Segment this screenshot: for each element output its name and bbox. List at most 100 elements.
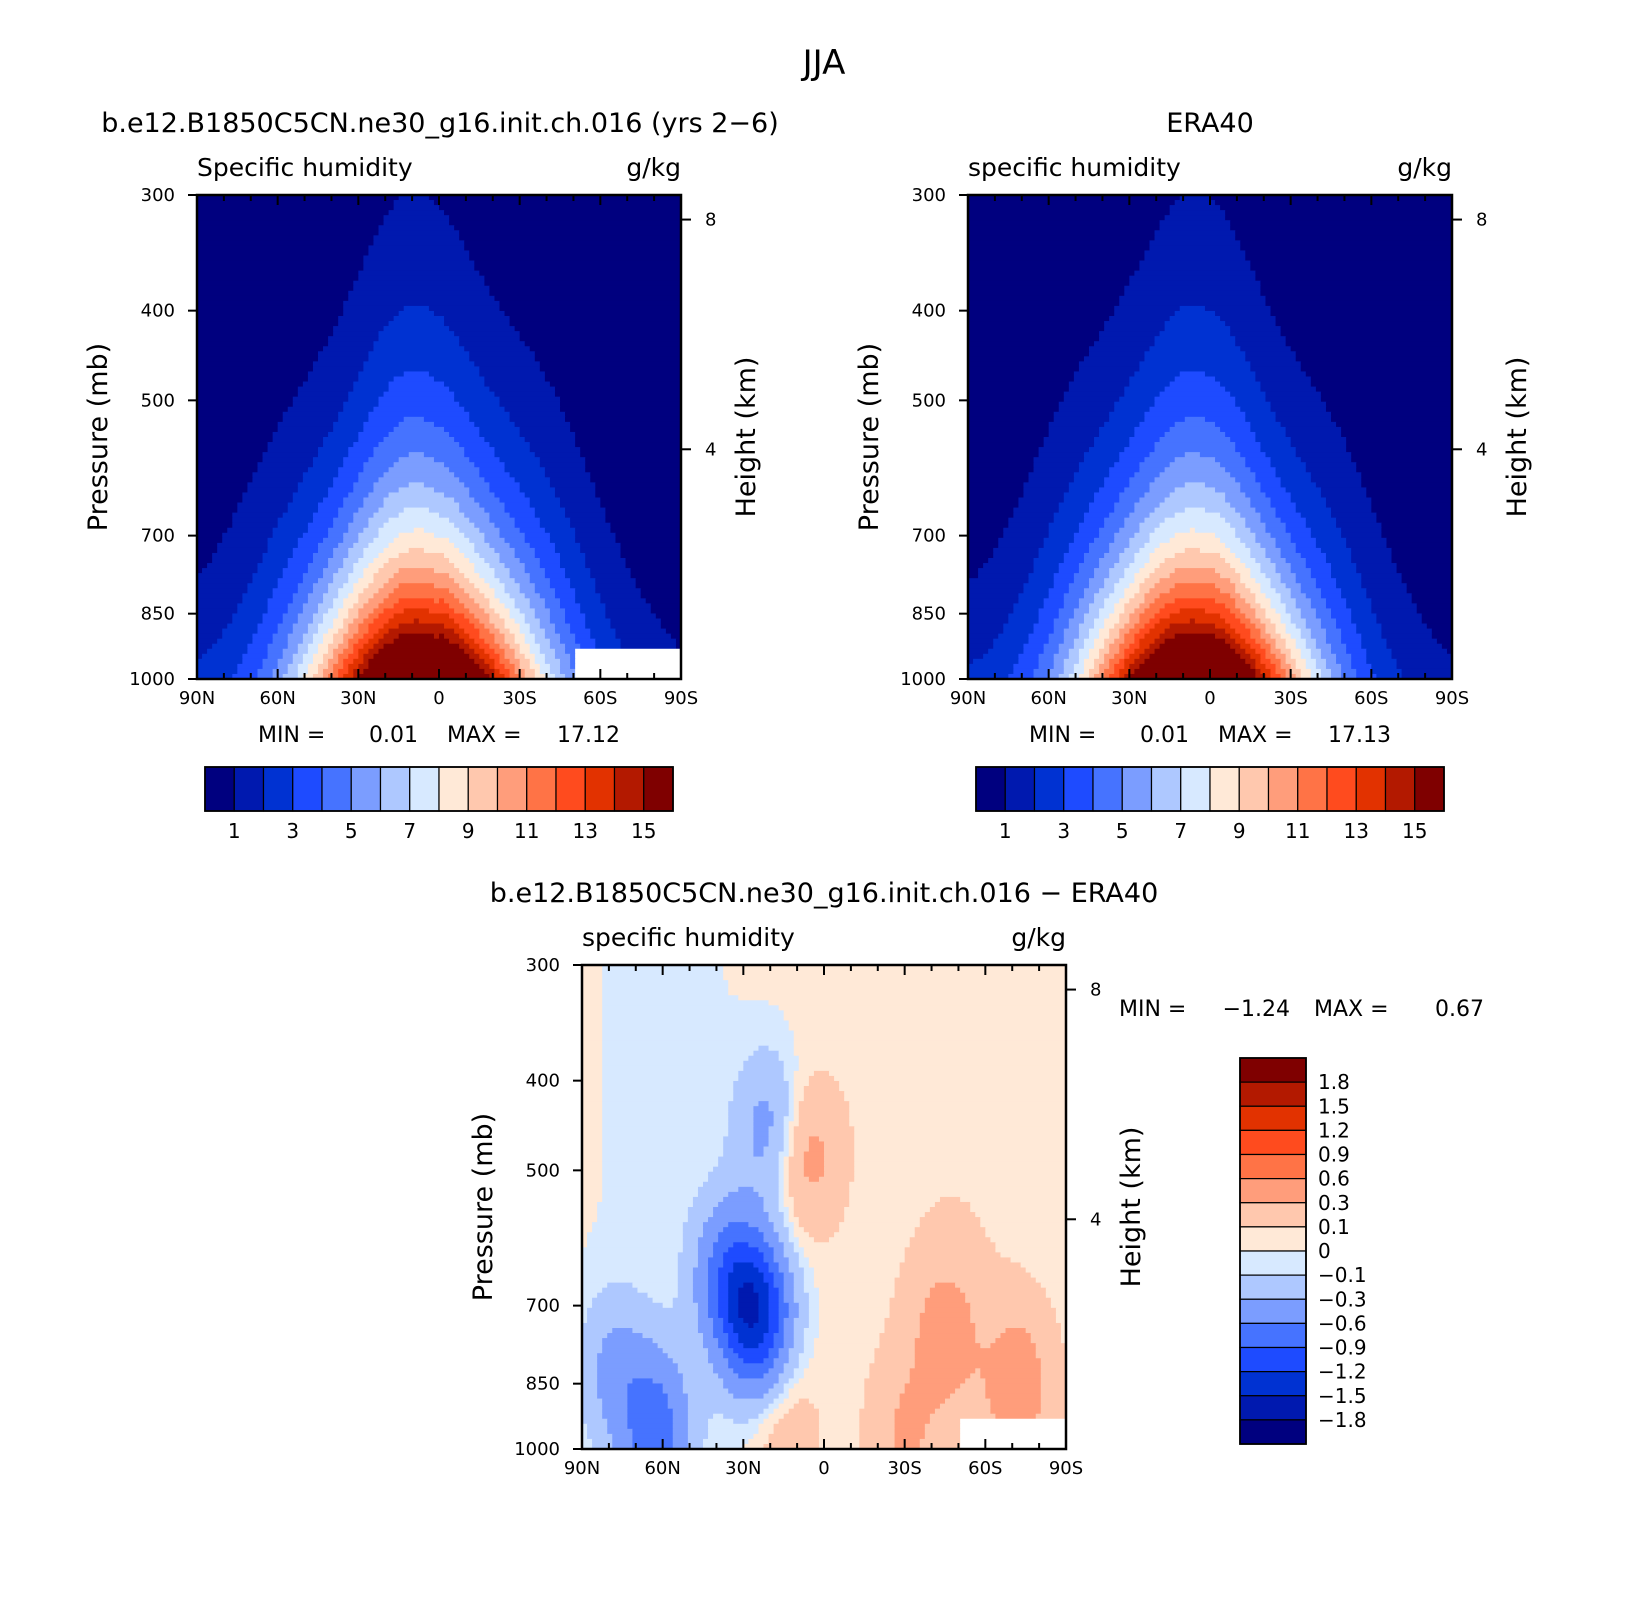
- contour-cell: [1104, 578, 1120, 584]
- y2-tick-label: 4: [1476, 439, 1487, 460]
- contour-cell: [919, 1222, 981, 1228]
- contour-cell: [1073, 573, 1095, 579]
- contour-cell: [793, 1242, 800, 1248]
- contour-cell: [602, 985, 729, 991]
- contour-cell: [534, 613, 551, 620]
- contour-cell: [783, 1388, 790, 1395]
- contour-cell: [1225, 618, 1241, 625]
- contour-cell: [768, 1287, 780, 1294]
- contour-cell: [1174, 376, 1216, 383]
- contour-cell: [348, 613, 359, 620]
- diff-max-value: 0.67: [1435, 997, 1484, 1022]
- contour-cell: [1275, 411, 1332, 418]
- contour-cell: [1295, 663, 1307, 670]
- contour-cell: [509, 613, 526, 620]
- contour-cell: [854, 1141, 1066, 1148]
- contour-cell: [968, 275, 1130, 282]
- contour-cell: [783, 1141, 790, 1148]
- contour-cell: [348, 638, 359, 645]
- contour-cell: [1104, 673, 1110, 679]
- contour-cell: [1290, 663, 1297, 670]
- contour-cell: [1164, 628, 1226, 635]
- contour-cell: [287, 633, 304, 640]
- contour-cell: [348, 608, 359, 615]
- contour-cell: [1159, 391, 1231, 398]
- colorbar-label: 15: [1402, 819, 1427, 843]
- contour-cell: [323, 573, 334, 579]
- colorbar-label: 13: [1344, 819, 1369, 843]
- contour-cell: [383, 497, 455, 504]
- contour-cell: [733, 1322, 749, 1329]
- contour-cell: [602, 1045, 760, 1052]
- contour-cell: [718, 1312, 729, 1319]
- contour-cell: [1078, 658, 1085, 665]
- contour-cell: [1255, 648, 1267, 655]
- contour-cell: [1073, 578, 1090, 584]
- contour-cell: [358, 628, 370, 635]
- contour-cell: [1129, 563, 1146, 569]
- y-tick-label: 700: [141, 526, 175, 547]
- contour-cell: [197, 673, 233, 679]
- contour-cell: [489, 563, 506, 569]
- contour-cell: [708, 1272, 719, 1279]
- contour-cell: [1300, 583, 1317, 589]
- contour-cell: [602, 1121, 729, 1127]
- contour-cell: [1159, 437, 1231, 443]
- contour-cell: [292, 497, 324, 504]
- contour-cell: [1366, 593, 1413, 599]
- contour-cell: [708, 1433, 755, 1440]
- contour-cell: [778, 1181, 785, 1188]
- contour-cell: [793, 1403, 815, 1410]
- contour-cell: [595, 482, 681, 489]
- colorbar-label: 0.1: [1318, 1215, 1350, 1239]
- contour-cell: [403, 608, 430, 615]
- contour-cell: [788, 1146, 795, 1153]
- model-panel-title: b.e12.B1850C5CN.ne30_g16.init.ch.016 (yr…: [101, 108, 779, 139]
- contour-cell: [1230, 623, 1246, 630]
- contour-cell: [519, 623, 531, 630]
- contour-cell: [560, 658, 571, 665]
- contour-cell: [353, 563, 370, 569]
- contour-cell: [718, 1338, 729, 1344]
- contour-cell: [338, 628, 349, 635]
- contour-cell: [1240, 618, 1251, 625]
- contour-cell: [585, 552, 622, 559]
- contour-cell: [297, 663, 309, 670]
- contour-cell: [968, 205, 1171, 211]
- contour-cell: [343, 623, 349, 630]
- contour-cell: [844, 1217, 921, 1223]
- contour-cell: [1240, 487, 1262, 494]
- contour-cell: [968, 366, 1080, 373]
- contour-cell: [388, 593, 455, 599]
- contour-cell: [1275, 668, 1287, 675]
- contour-cell: [864, 1393, 901, 1400]
- y-tick-label: 400: [912, 301, 946, 322]
- contour-cell: [307, 593, 324, 599]
- contour-cell: [328, 583, 344, 589]
- contour-cell: [1119, 578, 1135, 584]
- contour-cell: [307, 663, 319, 670]
- contour-cell: [1174, 487, 1216, 494]
- contour-cell: [697, 1322, 714, 1329]
- contour-cell: [499, 578, 516, 584]
- contour-cell: [1215, 532, 1236, 539]
- contour-cell: [1270, 603, 1287, 610]
- contour-cell: [479, 633, 496, 640]
- contour-cell: [1225, 517, 1246, 524]
- contour-cell: [1129, 653, 1141, 660]
- contour-cell: [449, 386, 491, 393]
- contour-cell: [514, 547, 536, 554]
- contour-cell: [582, 995, 603, 1001]
- contour-cell: [582, 1312, 588, 1319]
- contour-cell: [1053, 573, 1075, 579]
- contour-cell: [368, 613, 380, 620]
- contour-cell: [197, 537, 223, 544]
- contour-cell: [297, 482, 334, 489]
- contour-cell: [565, 573, 591, 579]
- contour-cell: [1078, 633, 1090, 640]
- contour-cell: [1204, 507, 1236, 514]
- contour-cell: [1053, 628, 1065, 635]
- contour-cell: [1139, 421, 1176, 428]
- contour-cell: [1240, 537, 1256, 544]
